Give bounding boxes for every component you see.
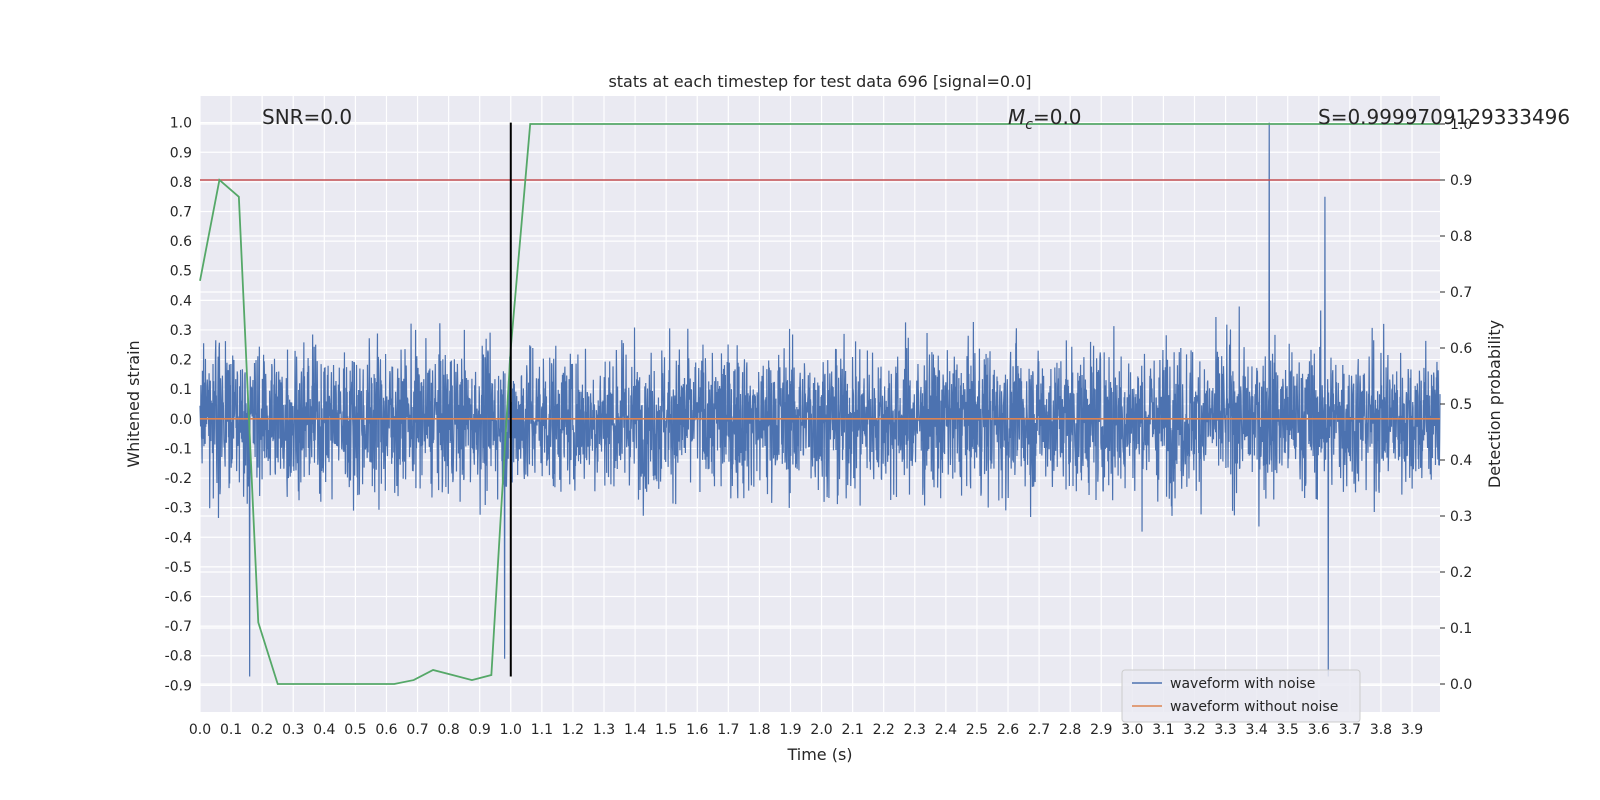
x-tick-label: 3.9 — [1401, 722, 1423, 738]
x-tick-label: 3.4 — [1246, 722, 1268, 738]
y-tick-label: -0.7 — [165, 619, 192, 635]
x-tick-label: 1.2 — [562, 722, 584, 738]
snr-annotation: SNR=0.0 — [262, 105, 352, 129]
y-tick-label: 0.6 — [170, 234, 192, 250]
x-tick-label: 0.1 — [220, 722, 242, 738]
detection-probability-line — [199, 123, 1440, 685]
x-tick-label: 3.2 — [1183, 722, 1205, 738]
x-tick-label: 2.3 — [904, 722, 926, 738]
mc-symbol: M — [1008, 105, 1025, 129]
y2-tick-label: 0.7 — [1450, 285, 1472, 301]
y-tick-label: -0.3 — [165, 501, 192, 517]
x-tick-label: 3.1 — [1152, 722, 1174, 738]
y-axis-label: Whitened strain — [124, 340, 143, 467]
mc-value: =0.0 — [1033, 105, 1082, 129]
x-tick-label: 2.1 — [841, 722, 863, 738]
line-series — [199, 122, 1440, 685]
y-tick-label: 0.7 — [170, 205, 192, 221]
x-tick-label: 1.8 — [748, 722, 770, 738]
mc-subscript: c — [1025, 117, 1033, 133]
x-tick-label: 0.0 — [189, 722, 211, 738]
x-tick-label: 2.8 — [1059, 722, 1081, 738]
x-ticks: 0.0 0.1 0.2 0.3 0.4 0.5 0.6 0.7 0.8 0.9 1.0 1.1 1.2 1… — [189, 722, 1423, 738]
x-tick-label: 1.9 — [779, 722, 801, 738]
y2-tick-label: 0.4 — [1450, 453, 1472, 469]
x-tick-label: 0.4 — [313, 722, 335, 738]
y2-tick-label: 0.9 — [1450, 173, 1472, 189]
y-tick-label: 0.4 — [170, 293, 192, 309]
y-ticks: 1.0 0.9 0.8 0.7 0.6 0.5 0.4 0.3 0.2 0.1 0.0 -0.1 -0.… — [165, 116, 192, 695]
x-tick-label: 2.2 — [873, 722, 895, 738]
y2-tick-label: 0.1 — [1450, 621, 1472, 637]
x-tick-label: 0.2 — [251, 722, 273, 738]
x-axis-label: Time (s) — [786, 745, 852, 764]
y2-tick-label: 0.6 — [1450, 341, 1472, 357]
y2-tick-label: 1.0 — [1450, 117, 1472, 133]
y2-tick-label: 0.2 — [1450, 565, 1472, 581]
x-tick-label: 2.0 — [810, 722, 832, 738]
x-tick-label: 3.7 — [1339, 722, 1361, 738]
y2-tick-label: 0.8 — [1450, 229, 1472, 245]
x-tick-label: 3.5 — [1277, 722, 1299, 738]
x-tick-label: 1.1 — [531, 722, 553, 738]
x-tick-label: 2.5 — [966, 722, 988, 738]
y2-tick-label: 0.0 — [1450, 677, 1472, 693]
y-tick-label: -0.1 — [165, 441, 192, 457]
y-tick-label: 0.9 — [170, 145, 192, 161]
y-tick-label: 0.2 — [170, 353, 192, 369]
x-tick-label: 3.3 — [1214, 722, 1236, 738]
legend-label-noise: waveform with noise — [1170, 676, 1315, 692]
x-tick-label: 0.8 — [437, 722, 459, 738]
y-tick-label: 0.8 — [170, 175, 192, 191]
legend-box — [1121, 669, 1361, 723]
x-tick-label: 0.5 — [344, 722, 366, 738]
waveform-with-noise-line — [199, 122, 1441, 677]
y-tick-label: 1.0 — [170, 116, 192, 132]
noise-series — [199, 122, 1441, 677]
x-tick-label: 2.6 — [997, 722, 1019, 738]
x-tick-label: 0.7 — [406, 722, 428, 738]
y2-ticks: 1.0 0.9 0.8 0.7 0.6 0.5 0.4 0.3 0.2 0.1 0.0 — [1440, 117, 1472, 693]
mc-annotation: Mc=0.0 — [1008, 105, 1082, 133]
x-tick-label: 1.3 — [593, 722, 615, 738]
y-tick-label: -0.8 — [165, 649, 192, 665]
y-tick-label: 0.3 — [170, 323, 192, 339]
y-tick-label: -0.6 — [165, 590, 192, 606]
y-tick-label: 0.5 — [170, 264, 192, 280]
x-tick-label: 1.4 — [624, 722, 646, 738]
y-tick-label: -0.5 — [165, 560, 192, 576]
y-tick-label: -0.2 — [165, 471, 192, 487]
x-tick-label: 0.9 — [469, 722, 491, 738]
x-tick-label: 3.0 — [1121, 722, 1143, 738]
y-tick-label: -0.4 — [165, 530, 192, 546]
y-tick-label: 0.1 — [170, 382, 192, 398]
x-tick-label: 3.6 — [1308, 722, 1330, 738]
x-tick-label: 1.0 — [500, 722, 522, 738]
legend-label-clean: waveform without noise — [1170, 699, 1338, 715]
s-annotation: S=0.9999709129333496 — [1318, 105, 1570, 129]
x-tick-label: 1.7 — [717, 722, 739, 738]
y-tick-label: -0.9 — [165, 678, 192, 694]
y2-tick-label: 0.5 — [1450, 397, 1472, 413]
x-tick-label: 3.8 — [1370, 722, 1392, 738]
y2-tick-label: 0.3 — [1450, 509, 1472, 525]
legend: waveform with noise waveform without noi… — [1121, 669, 1361, 723]
x-tick-label: 1.5 — [655, 722, 677, 738]
x-tick-label: 2.7 — [1028, 722, 1050, 738]
x-tick-label: 2.9 — [1090, 722, 1112, 738]
y-tick-label: 0.0 — [170, 412, 192, 428]
x-tick-label: 0.6 — [375, 722, 397, 738]
x-tick-label: 1.6 — [686, 722, 708, 738]
x-tick-label: 2.4 — [935, 722, 957, 738]
x-tick-label: 0.3 — [282, 722, 304, 738]
y2-axis-label: Detection probability — [1485, 320, 1504, 488]
chart-title: stats at each timestep for test data 696… — [608, 72, 1031, 91]
